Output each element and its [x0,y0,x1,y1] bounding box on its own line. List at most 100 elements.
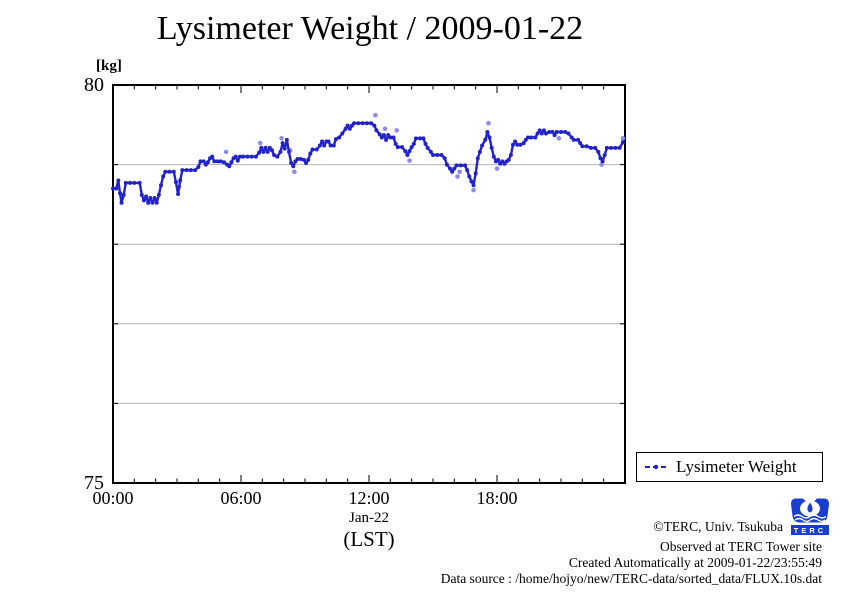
data-point-marker [403,149,408,154]
data-point-marker [584,144,589,149]
data-point-marker [333,137,338,142]
data-point-marker [259,145,264,150]
data-point-marker [261,149,266,154]
data-point-marker [604,145,609,150]
terc-logo-text: TERC [794,526,826,535]
data-point-marker [541,128,546,133]
data-point-marker [253,154,258,159]
data-point-marker [196,164,201,169]
outlier-point [620,136,626,141]
data-point-marker [218,159,223,164]
data-point-marker [454,163,459,168]
footer-info: Observed at TERC Tower site Created Auto… [441,539,822,586]
data-point-marker [506,157,511,162]
data-point-marker [331,143,336,148]
outlier-point [394,128,400,133]
data-point-marker [393,141,398,146]
terc-logo-droplet-icon [807,502,813,513]
data-point-marker [278,149,283,154]
data-point-marker [272,153,277,158]
data-point-marker [337,135,342,140]
data-point-marker [146,200,151,205]
terc-logo: TERC [791,498,829,535]
data-point-marker [229,160,234,165]
data-point-marker [369,121,374,126]
data-point-marker [521,141,526,146]
data-point-marker [513,139,518,144]
data-point-marker [176,192,181,197]
data-point-marker [388,135,393,140]
data-point-marker [291,164,296,169]
data-point-marker [301,157,306,162]
outlier-point [257,140,263,146]
data-point-marker [201,159,206,164]
data-point-marker [132,180,137,185]
outlier-point [494,166,500,171]
data-point-marker [360,121,365,126]
data-point-marker [119,200,124,205]
data-point-marker [123,180,128,185]
y-tick-label-80: 80 [84,74,104,96]
data-point-marker [306,157,311,162]
data-point-marker [418,136,423,141]
data-point-marker [171,169,176,174]
data-point-marker [154,200,159,205]
data-point-marker [308,151,313,156]
outlier-point [455,174,460,179]
x-axis-date-label: Jan-22 [349,510,389,526]
x-tick-label-1200: 12:00 [348,488,390,508]
data-point-marker [233,154,238,159]
data-point-marker [347,126,352,131]
data-point-marker [282,146,287,151]
data-point-marker [593,145,598,150]
data-point-marker [298,157,303,162]
outlier-point [223,149,229,155]
data-point-marker [345,123,350,128]
data-point-marker [600,159,605,164]
data-point-marker [235,158,240,163]
data-point-marker [395,145,400,150]
data-point-marker [372,123,377,128]
data-point-marker [352,121,357,126]
outlier-point [292,169,297,175]
data-point-marker [407,149,412,154]
data-point-marker [566,131,571,136]
data-point-marker [173,180,178,185]
data-point-marker [465,168,470,173]
data-point-marker [435,153,440,158]
data-point-marker [529,135,534,140]
data-point-marker [400,145,405,150]
data-point-marker [475,156,480,161]
data-point-marker [411,141,416,146]
terc-logo-wave-2 [794,517,826,523]
data-point-marker [184,168,189,173]
data-point-marker [150,200,155,205]
data-point-marker [609,145,614,150]
data-point-marker [144,194,149,199]
data-point-marker [137,180,142,185]
data-point-marker [320,139,325,144]
data-point-marker [287,149,291,154]
x-axis-timezone-label: (LST) [343,527,395,551]
outlier-point [373,112,378,118]
data-point-marker [428,149,433,154]
data-point-marker [178,178,183,183]
data-point-marker [496,157,501,162]
data-point-marker [227,164,232,169]
data-point-marker [322,143,327,148]
legend-label: Lysimeter Weight [676,457,797,476]
footer-copyright: ©TERC, Univ. Tsukuba [653,519,783,534]
data-point-marker [128,180,133,185]
data-point-marker [620,140,625,145]
data-point-marker [458,163,463,168]
data-point-marker [118,191,123,196]
data-point-marker [571,137,576,142]
footer-datasource-line: Data source : /home/hojyo/new/TERC-data/… [440,570,822,586]
data-point-marker [245,154,250,159]
data-point-marker [511,142,515,147]
data-point-marker [439,153,444,158]
data-point-marker [421,136,426,141]
data-point-marker [547,129,552,134]
outlier-point [382,126,388,132]
data-point-marker [405,153,410,158]
